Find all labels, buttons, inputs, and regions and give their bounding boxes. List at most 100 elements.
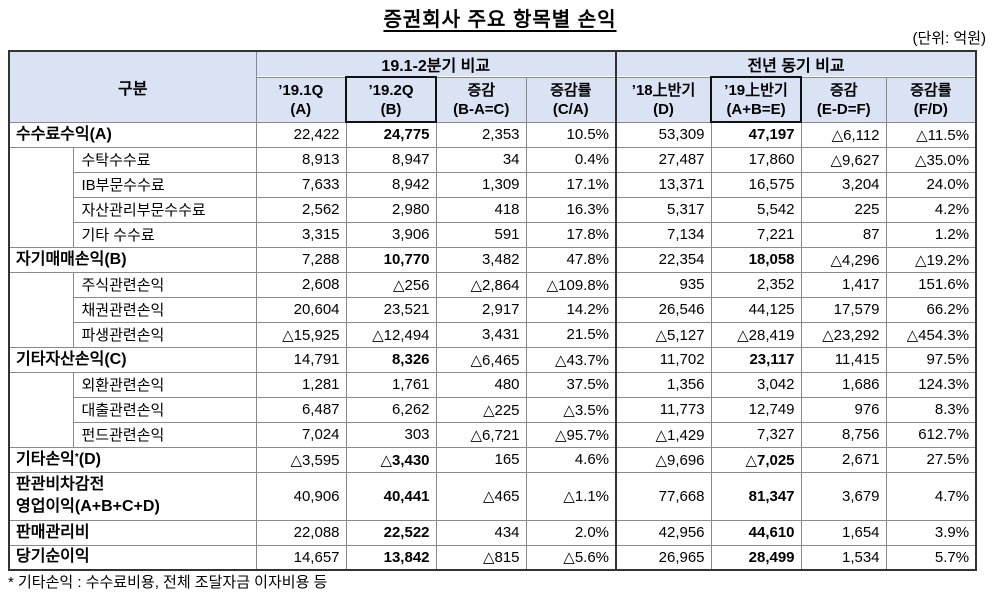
row-sublabel: 외환관련손익 <box>72 371 257 398</box>
value-change-rate-y: 27.5% <box>885 446 977 473</box>
value-change-rate-y: 24.0% <box>885 171 977 198</box>
row-label: 기타손익*(D) <box>8 446 257 473</box>
value-change-y: △9,627 <box>800 146 887 173</box>
table-row-main: 판관비차감전 영업이익(A+B+C+D) 40,906 40,441 △465 △1.1%… <box>8 471 977 521</box>
value-q2-2019: 3,906 <box>345 221 437 248</box>
value-change-q: 591 <box>435 221 527 248</box>
value-change-rate-q: 16.3% <box>525 196 617 223</box>
table-row-main: 판매관리비 22,088 22,522 434 2.0% 42,956 44,610 1,65… <box>8 519 977 546</box>
value-q1-2019: 40,906 <box>255 471 347 521</box>
col-header-line1: ’19.2Q <box>368 81 414 99</box>
value-change-rate-q: 21.5% <box>525 321 617 348</box>
value-q2-2019: 6,262 <box>345 396 437 423</box>
value-change-y: △4,296 <box>800 246 887 273</box>
row-sublabel: 기타 수수료 <box>72 221 257 248</box>
value-change-rate-y: 5.7% <box>885 544 977 571</box>
value-change-rate-y: △19.2% <box>885 246 977 273</box>
table-row-main: 수수료수익(A) 22,422 24,775 2,353 10.5% 53,309 47,1… <box>8 121 977 148</box>
value-q2-2019: △3,430 <box>345 446 437 473</box>
row-label: 당기순이익 <box>8 544 257 571</box>
value-h1-2019: 3,042 <box>710 371 802 398</box>
value-change-rate-y: △35.0% <box>885 146 977 173</box>
value-change-rate-y: 3.9% <box>885 519 977 546</box>
value-change-rate-y: 66.2% <box>885 296 977 323</box>
value-change-q: 434 <box>435 519 527 546</box>
indent-spacer <box>8 271 74 348</box>
row-label-text: 기타손익 <box>16 450 75 468</box>
value-h1-2019: 81,347 <box>710 471 802 521</box>
value-change-rate-q: △109.8% <box>525 271 617 298</box>
value-q1-2019: 22,088 <box>255 519 347 546</box>
value-h1-2019: 44,125 <box>710 296 802 323</box>
row-label: 판관비차감전 영업이익(A+B+C+D) <box>8 471 257 521</box>
table-row-main: 자기매매손익(B) 7,288 10,770 3,482 47.8% 22,354 18,0… <box>8 246 977 273</box>
value-change-y: 87 <box>800 221 887 248</box>
value-q2-2019: 8,942 <box>345 171 437 198</box>
value-change-y: 3,204 <box>800 171 887 198</box>
value-change-y: 2,671 <box>800 446 887 473</box>
value-h1-2018: 42,956 <box>615 519 712 546</box>
value-h1-2018: 11,773 <box>615 396 712 423</box>
value-q1-2019: △3,595 <box>255 446 347 473</box>
value-change-q: 34 <box>435 146 527 173</box>
value-change-rate-q: 2.0% <box>525 519 617 546</box>
value-q1-2019: 7,633 <box>255 171 347 198</box>
value-change-rate-q: △43.7% <box>525 346 617 373</box>
value-q1-2019: 14,791 <box>255 346 347 373</box>
value-q2-2019: 8,326 <box>345 346 437 373</box>
table-row-sub: 파생관련손익 △15,925 △12,494 3,431 21.5% △5,127 △28,… <box>9 321 977 348</box>
value-change-rate-y: 124.3% <box>885 371 977 398</box>
value-change-rate-y: 151.6% <box>885 271 977 298</box>
value-change-q: 418 <box>435 196 527 223</box>
col-header-line2: (D) <box>653 100 674 118</box>
col-header-line2: (E-D=F) <box>816 100 871 118</box>
income-table: 구분 19.1-2분기 비교 전년 동기 비교 ’19.1Q (A) ’19.2Q… <box>8 50 978 571</box>
value-h1-2018: 77,668 <box>615 471 712 521</box>
value-q1-2019: 3,315 <box>255 221 347 248</box>
value-change-rate-q: 17.8% <box>525 221 617 248</box>
value-change-y: 976 <box>800 396 887 423</box>
value-q2-2019: 22,522 <box>345 519 437 546</box>
table-row-sub: 기타 수수료 3,315 3,906 591 17.8% 7,134 7,221 87 1.2% <box>9 221 977 248</box>
table-body: 수수료수익(A) 22,422 24,775 2,353 10.5% 53,309 47,1… <box>8 121 977 571</box>
table-row-sub: 채권관련손익 20,604 23,521 2,917 14.2% 26,546 44,125… <box>9 296 977 323</box>
value-change-y: △6,112 <box>800 121 887 148</box>
table-row-main: 기타손익*(D) △3,595 △3,430 165 4.6% △9,696 △7,025 2… <box>8 446 977 473</box>
value-change-y: 1,417 <box>800 271 887 298</box>
value-q2-2019: 303 <box>345 421 437 448</box>
col-header-line1: 증감 <box>467 81 496 99</box>
value-q1-2019: 6,487 <box>255 396 347 423</box>
value-h1-2019: 47,197 <box>710 121 802 148</box>
header-row-columns: ’19.1Q (A) ’19.2Q (B) 증감 (B-A=C) 증감률 (C/A) ’… <box>9 76 977 123</box>
col-header-line2: (C/A) <box>552 100 589 118</box>
value-change-y: 8,756 <box>800 421 887 448</box>
value-h1-2019: 16,575 <box>710 171 802 198</box>
col-header-q1-2019: ’19.1Q (A) <box>255 76 347 123</box>
value-q1-2019: △15,925 <box>255 321 347 348</box>
value-h1-2018: 13,371 <box>615 171 712 198</box>
value-change-rate-q: 37.5% <box>525 371 617 398</box>
col-header-line1: 증감률 <box>910 81 952 99</box>
value-change-rate-y: △11.5% <box>885 121 977 148</box>
value-change-q: 165 <box>435 446 527 473</box>
col-header-line1: 증감률 <box>550 81 592 99</box>
value-change-q: 480 <box>435 371 527 398</box>
value-h1-2018: 11,702 <box>615 346 712 373</box>
value-h1-2019: 44,610 <box>710 519 802 546</box>
value-change-q: △2,864 <box>435 271 527 298</box>
value-q1-2019: 7,288 <box>255 246 347 273</box>
value-change-y: 1,534 <box>800 544 887 571</box>
value-change-y: 1,654 <box>800 519 887 546</box>
category-header: 구분 <box>8 50 257 123</box>
col-header-change-q: 증감 (B-A=C) <box>435 76 527 123</box>
col-header-change-y: 증감 (E-D=F) <box>800 76 887 123</box>
row-sublabel: 주식관련손익 <box>72 271 257 298</box>
value-h1-2018: 7,134 <box>615 221 712 248</box>
row-sublabel: IB부문수수료 <box>72 171 257 198</box>
value-q1-2019: 7,024 <box>255 421 347 448</box>
value-h1-2018: 53,309 <box>615 121 712 148</box>
group-header-yoy: 전년 동기 비교 <box>615 50 977 78</box>
header-row-groups: 구분 19.1-2분기 비교 전년 동기 비교 <box>8 50 977 123</box>
value-h1-2019: △7,025 <box>710 446 802 473</box>
table-row-main: 당기순이익 14,657 13,842 △815 △5.6% 26,965 28,499 1,… <box>8 544 977 571</box>
